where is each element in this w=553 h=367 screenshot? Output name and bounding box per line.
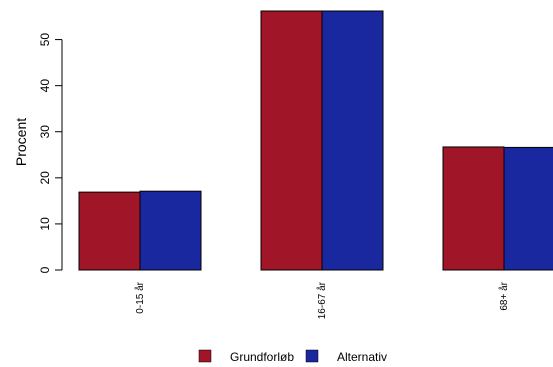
x-tick-label: 0-15 år xyxy=(134,281,146,313)
bars-group xyxy=(78,10,553,271)
x-tick-label: 68+ år xyxy=(498,281,510,310)
bar xyxy=(139,190,202,271)
bar xyxy=(78,191,141,271)
y-tick-label: 20 xyxy=(38,171,52,185)
y-tick-label: 50 xyxy=(38,33,52,47)
y-tick-label: 30 xyxy=(38,125,52,139)
y-axis-label: Procent xyxy=(13,118,29,166)
bar xyxy=(321,10,384,271)
legend-label: Grundforløb xyxy=(230,350,294,364)
y-axis: 0 10 20 30 40 50 xyxy=(38,33,63,273)
x-tick-label: 16-67 år xyxy=(316,281,328,319)
legend-swatch xyxy=(305,349,319,363)
legend-label: Alternativ xyxy=(337,350,387,364)
x-axis-labels: 0-15 år 16-67 år 68+ år xyxy=(134,281,510,319)
y-tick-label: 0 xyxy=(38,266,52,273)
bar xyxy=(442,146,505,271)
y-tick-label: 10 xyxy=(38,217,52,231)
bar xyxy=(503,146,553,271)
y-tick-label: 40 xyxy=(38,79,52,93)
bar xyxy=(260,10,323,271)
legend-swatch xyxy=(198,349,212,363)
legend: Grundforløb Alternativ xyxy=(198,349,387,364)
